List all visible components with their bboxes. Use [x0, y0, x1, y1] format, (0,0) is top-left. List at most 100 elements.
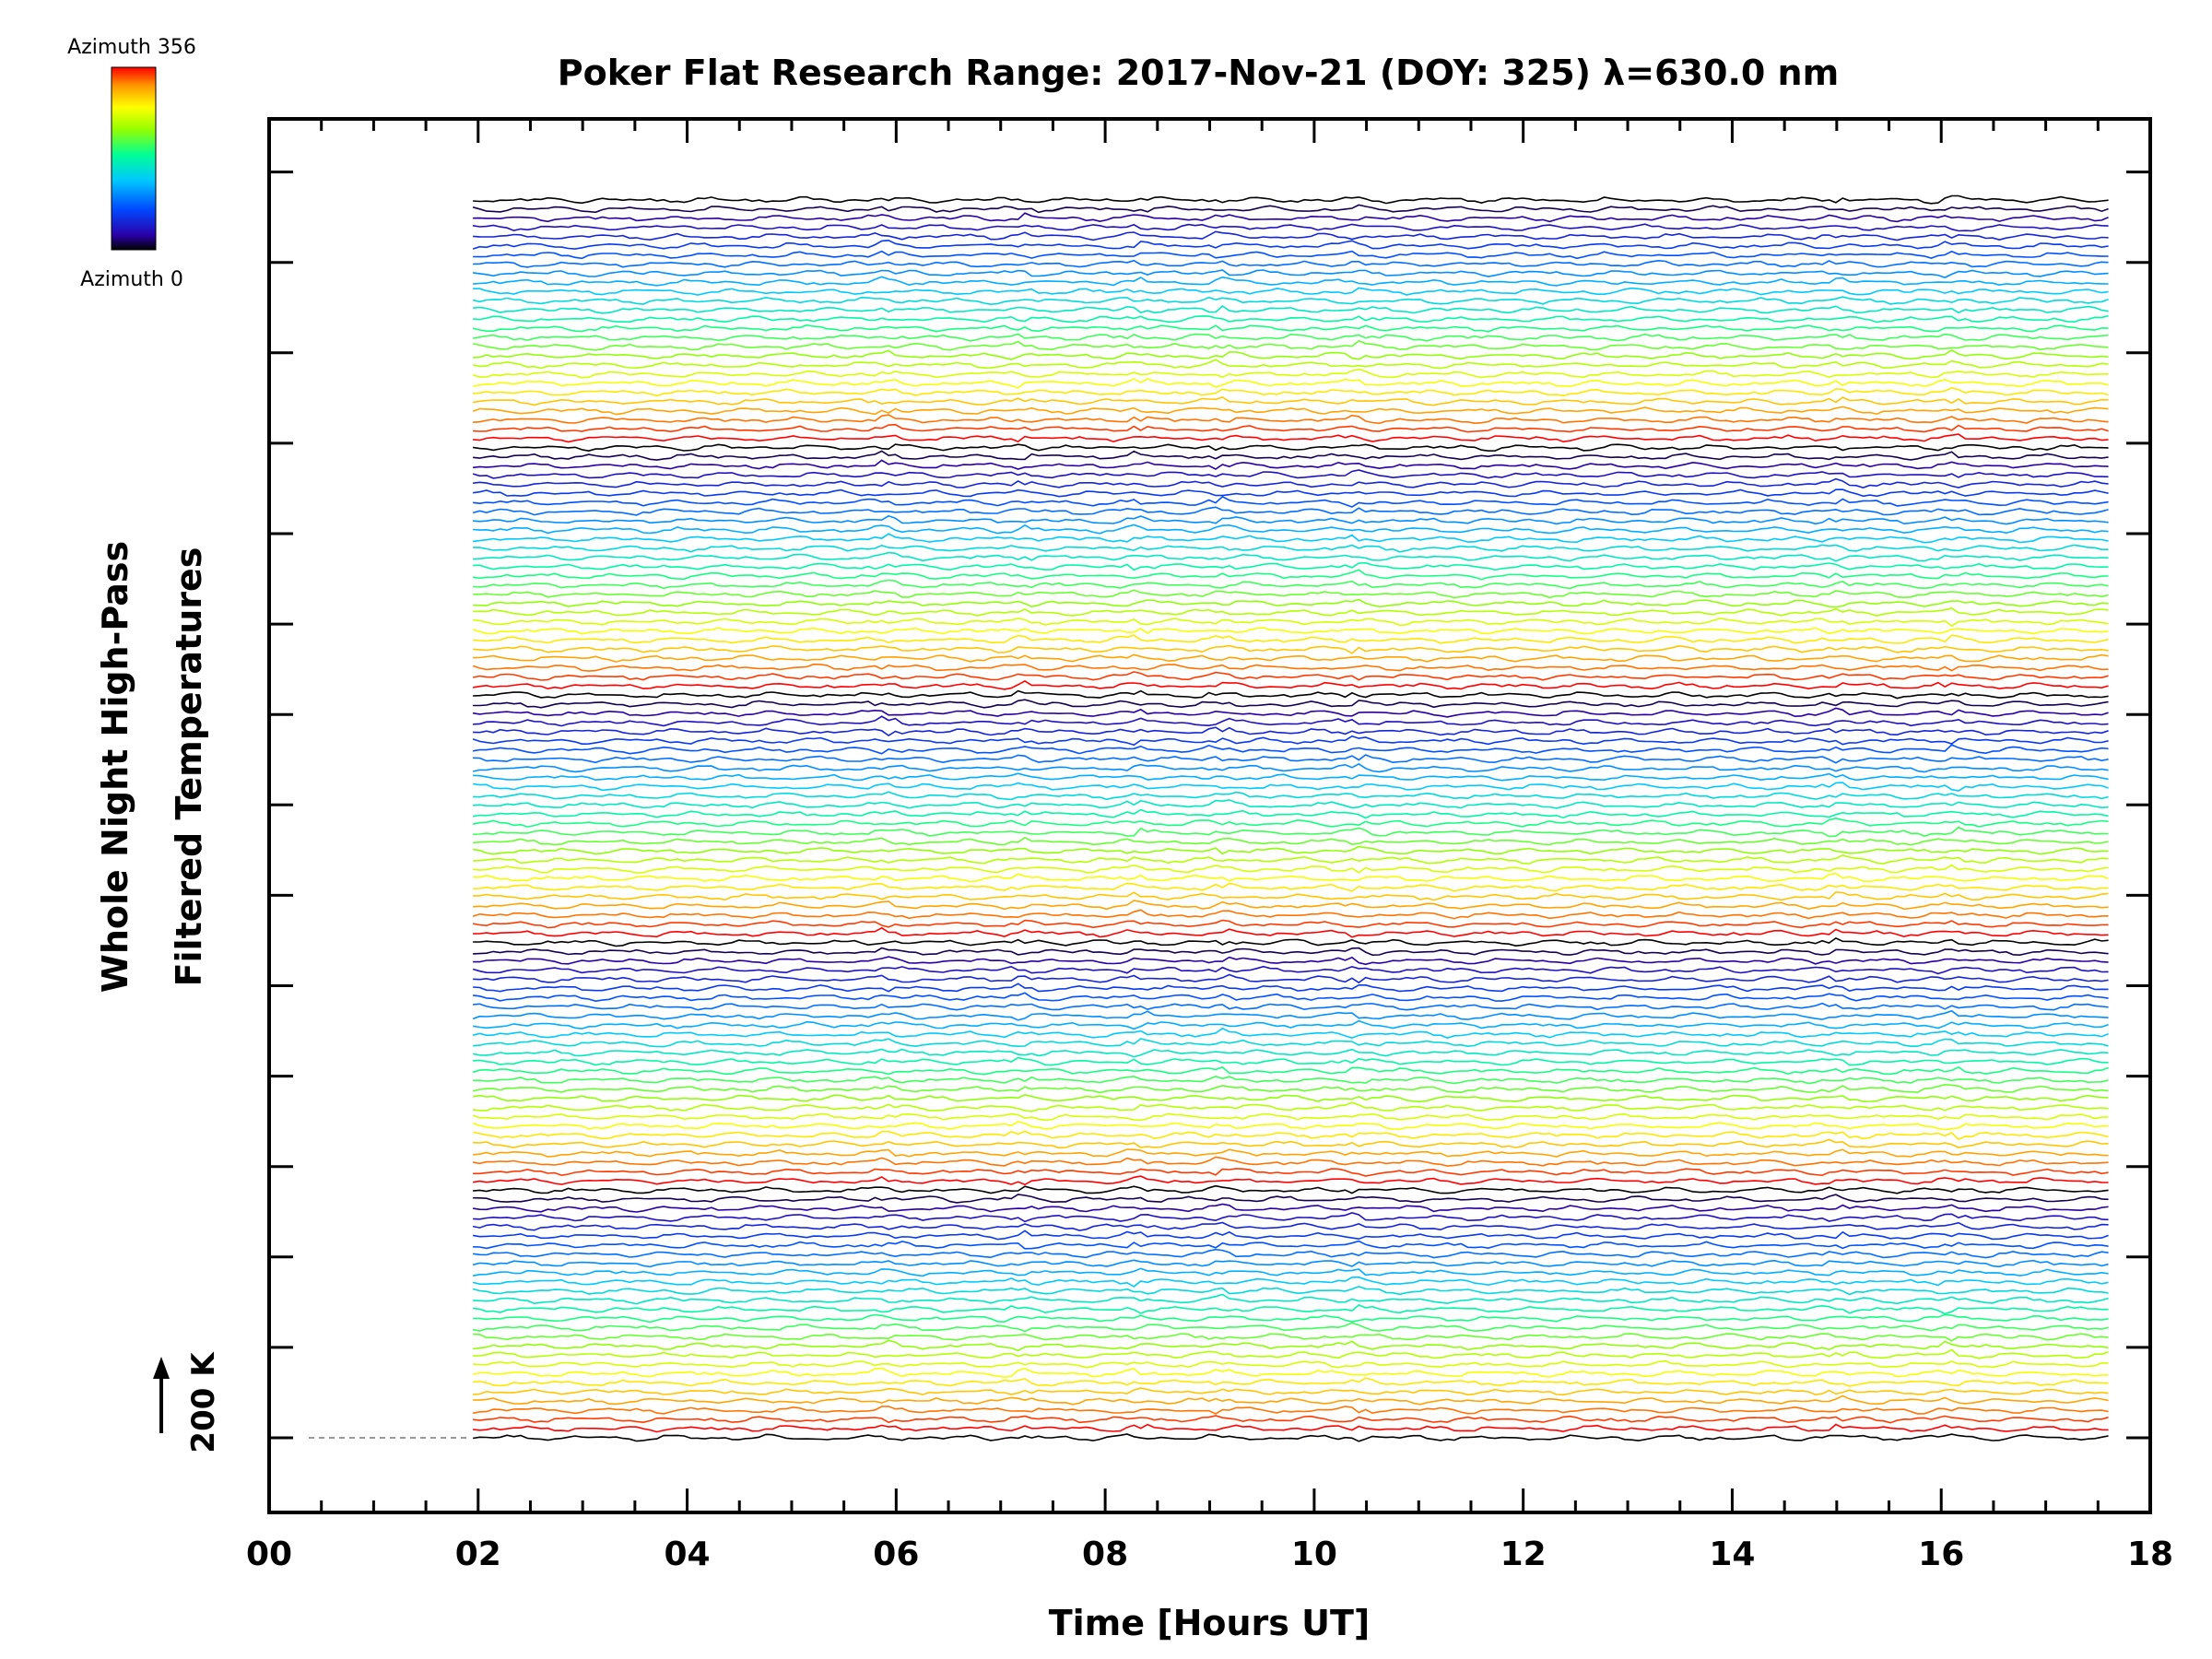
azimuth-trace: [473, 754, 2109, 764]
azimuth-trace: [472, 223, 2109, 232]
azimuth-trace: [473, 1359, 2109, 1369]
azimuth-trace: [473, 1148, 2109, 1158]
azimuth-trace: [473, 230, 2109, 241]
azimuth-trace: [472, 627, 2109, 635]
azimuth-trace: [472, 1048, 2109, 1058]
azimuth-trace: [473, 992, 2109, 1003]
azimuth-trace: [473, 477, 2109, 488]
colorbar-top-label: Azimuth 356: [67, 36, 196, 59]
azimuth-trace: [473, 314, 2109, 324]
azimuth-trace: [473, 1240, 2109, 1250]
azimuth-trace: [473, 598, 2109, 608]
azimuth-trace: [473, 956, 2109, 966]
azimuth-trace: [472, 1276, 2109, 1288]
azimuth-trace: [473, 1212, 2109, 1223]
azimuth-trace: [472, 762, 2109, 773]
scale-indicator: 200 K: [153, 1351, 222, 1453]
azimuth-trace: [473, 1056, 2109, 1066]
colorbar: Azimuth 356 Azimuth 0: [67, 36, 196, 291]
azimuth-trace: [473, 304, 2109, 314]
azimuth-trace: [472, 569, 2109, 581]
azimuth-trace: [472, 1221, 2109, 1231]
azimuth-trace: [472, 204, 2109, 214]
azimuth-trace: [473, 634, 2109, 644]
azimuth-trace: [473, 250, 2109, 260]
azimuth-trace: [472, 707, 2109, 718]
azimuth-trace: [473, 459, 2109, 470]
azimuth-trace: [472, 1093, 2109, 1103]
azimuth-trace: [473, 853, 2109, 865]
azimuth-trace: [472, 396, 2109, 406]
azimuth-trace: [472, 1083, 2109, 1094]
azimuth-trace: [473, 1348, 2109, 1359]
azimuth-trace: [472, 1367, 2109, 1379]
azimuth-trace: [472, 1019, 2109, 1030]
azimuth-trace: [473, 891, 2109, 901]
azimuth-trace: [473, 1002, 2109, 1011]
azimuth-trace: [472, 506, 2109, 516]
x-tick-label: 00: [246, 1535, 292, 1573]
azimuth-trace: [472, 1112, 2109, 1122]
azimuth-trace: [473, 1333, 2109, 1342]
x-tick-label: 18: [2127, 1535, 2173, 1573]
azimuth-trace: [472, 1065, 2109, 1076]
colorbar-bottom-label: Azimuth 0: [80, 268, 183, 291]
x-tick-label: 02: [455, 1535, 501, 1573]
azimuth-trace: [472, 735, 2109, 747]
azimuth-trace: [473, 450, 2109, 461]
chart-title: Poker Flat Research Range: 2017-Nov-21 (…: [558, 53, 1839, 93]
azimuth-trace: [473, 1184, 2109, 1194]
azimuth-trace: [473, 1394, 2109, 1406]
azimuth-trace: [473, 618, 2109, 628]
azimuth-trace: [473, 936, 2109, 947]
azimuth-trace: [472, 239, 2109, 250]
azimuth-trace: [473, 689, 2109, 700]
azimuth-trace: [473, 579, 2109, 590]
azimuth-trace: [472, 1175, 2109, 1186]
x-tick-label: 16: [1918, 1535, 1964, 1573]
azimuth-trace: [473, 699, 2109, 709]
azimuth-trace: [472, 378, 2109, 389]
azimuth-trace: [472, 919, 2109, 929]
azimuth-trace: [472, 1285, 2109, 1296]
x-tick-label: 12: [1500, 1535, 1547, 1573]
azimuth-trace: [473, 533, 2109, 544]
azimuth-trace: [473, 715, 2109, 727]
azimuth-trace: [472, 1121, 2109, 1131]
azimuth-trace: [473, 1038, 2109, 1048]
azimuth-trace: [473, 1423, 2109, 1433]
azimuth-trace: [472, 909, 2109, 920]
x-axis-label: Time [Hours UT]: [1049, 1603, 1371, 1643]
y-axis-label-line1: Whole Night High-Pass: [95, 541, 135, 993]
azimuth-trace: [472, 406, 2109, 416]
azimuth-trace: [472, 1267, 2109, 1277]
azimuth-trace: [472, 469, 2109, 479]
azimuth-trace: [473, 836, 2109, 846]
y-axis-label-line2: Filtered Temperatures: [169, 547, 209, 987]
azimuth-trace: [473, 1387, 2109, 1396]
azimuth-trace: [472, 339, 2109, 351]
azimuth-trace: [473, 423, 2109, 433]
azimuth-trace: [473, 561, 2109, 571]
azimuth-trace: [472, 1230, 2109, 1241]
azimuth-trace: [473, 1377, 2109, 1387]
azimuth-trace: [473, 826, 2109, 838]
x-tick-label: 10: [1291, 1535, 1337, 1573]
azimuth-trace: [472, 965, 2109, 975]
azimuth-trace: [472, 663, 2109, 672]
scale-label: 200 K: [185, 1351, 222, 1453]
azimuth-trace: [473, 973, 2109, 984]
azimuth-trace: [473, 544, 2109, 553]
azimuth-trace: [472, 1433, 2109, 1442]
azimuth-trace: [473, 259, 2109, 268]
azimuth-trace: [472, 808, 2109, 819]
azimuth-trace: [472, 1303, 2109, 1315]
azimuth-trace: [472, 845, 2109, 855]
azimuth-trace: [472, 443, 2109, 453]
azimuth-trace: [473, 772, 2109, 782]
azimuth-trace: [472, 1101, 2109, 1112]
azimuth-trace: [473, 589, 2109, 599]
azimuth-trace: [473, 287, 2109, 296]
azimuth-trace: [472, 679, 2109, 690]
azimuth-trace: [472, 333, 2109, 342]
